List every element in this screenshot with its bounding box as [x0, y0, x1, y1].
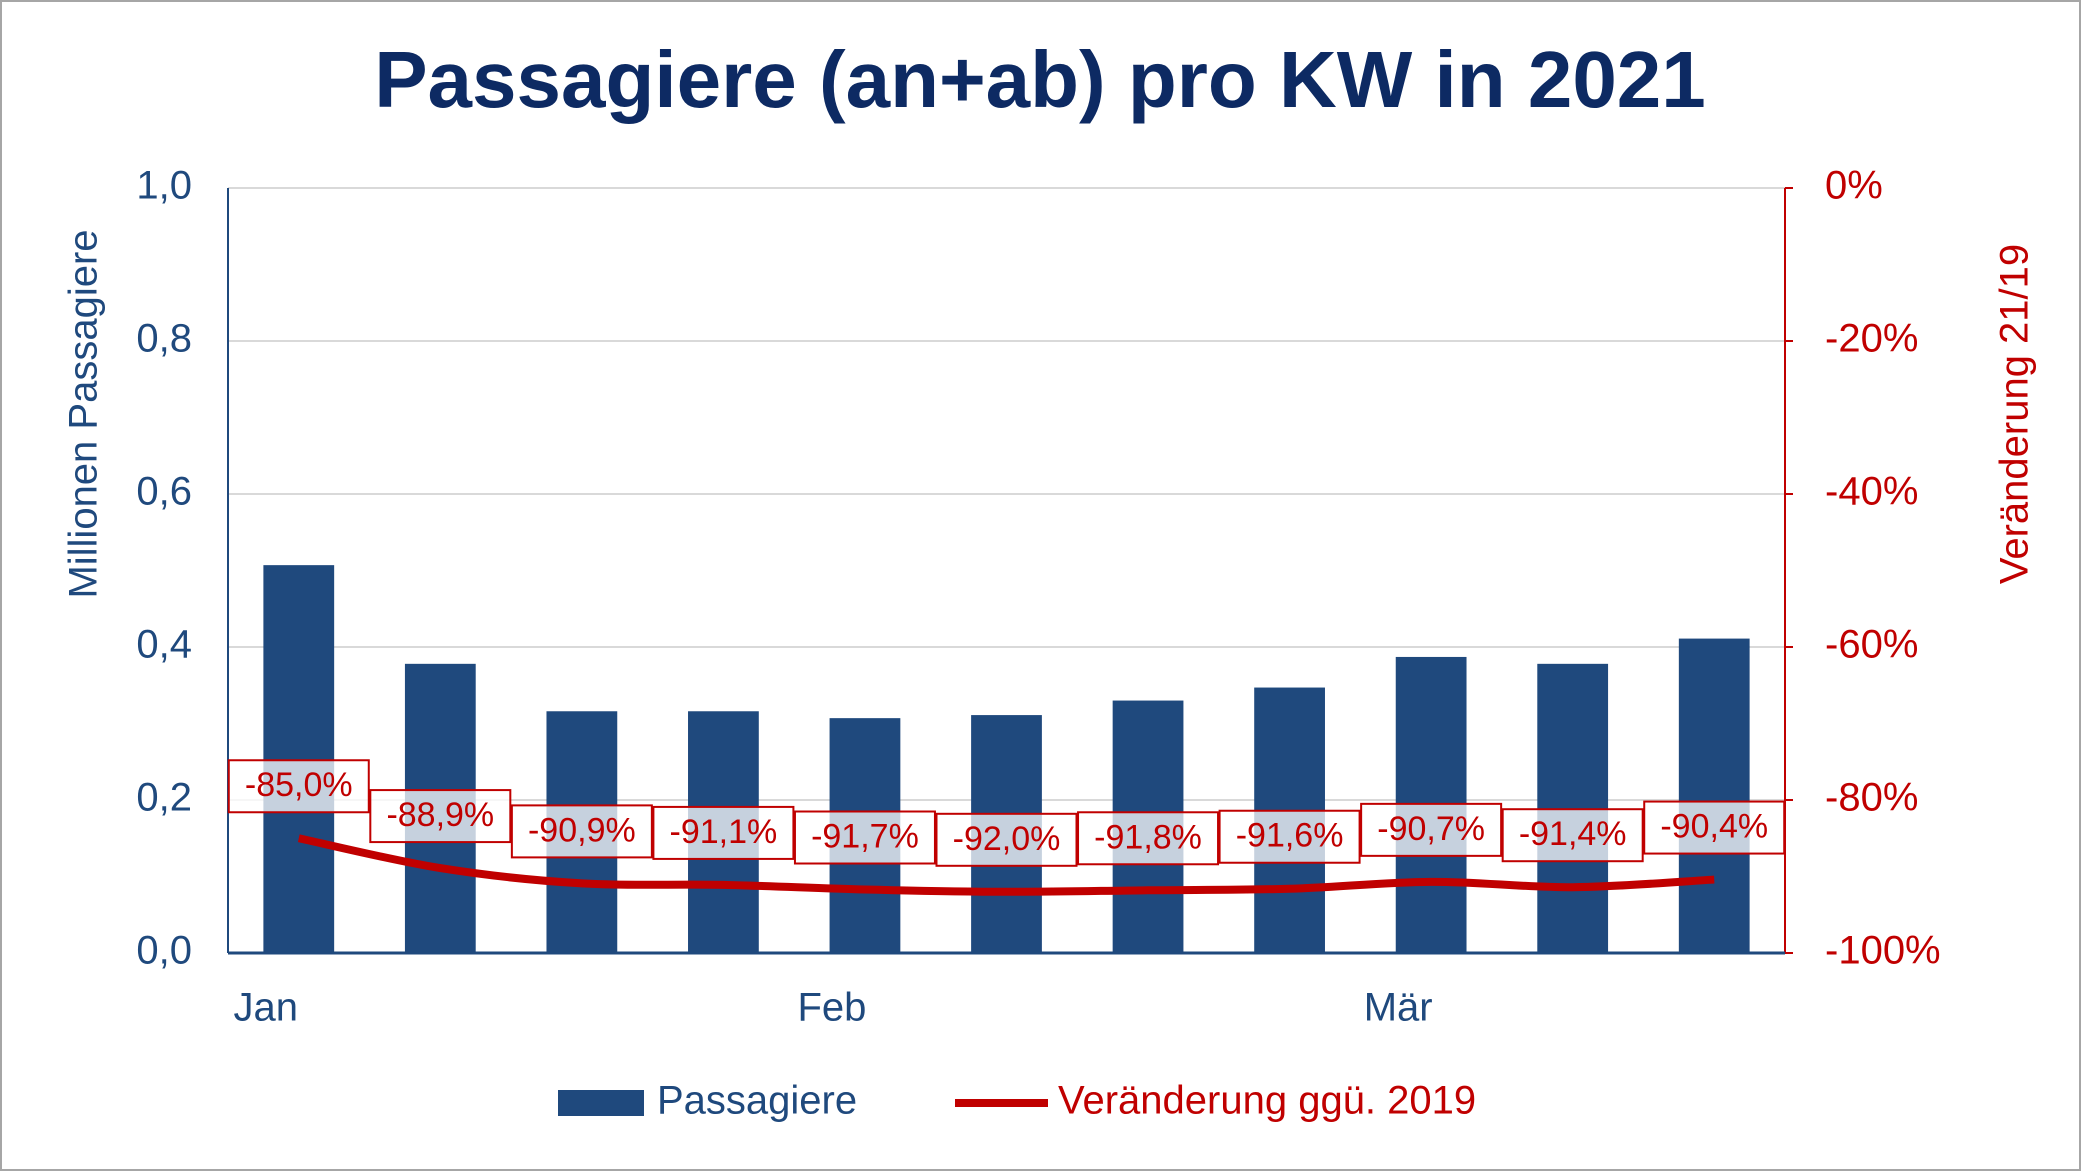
- y2-tick-label: -40%: [1825, 470, 1918, 514]
- data-label: -90,7%: [1377, 810, 1485, 848]
- data-label: -91,1%: [670, 813, 778, 851]
- y-tick-label: 0,4: [136, 623, 192, 667]
- data-label-box: [1501, 808, 1644, 863]
- chart-title: Passagiere (an+ab) pro KW in 2021: [374, 35, 1706, 124]
- data-label-box: [510, 804, 653, 859]
- data-label: -92,0%: [953, 820, 1061, 858]
- data-label: -88,9%: [386, 796, 494, 834]
- data-label-box: [1360, 802, 1503, 857]
- data-label-box: [1218, 809, 1361, 864]
- data-label: -90,4%: [1660, 808, 1768, 846]
- bar: [263, 565, 335, 953]
- y-axis-title: Millionen Passagiere: [62, 229, 106, 598]
- data-label: -85,0%: [245, 766, 353, 804]
- data-label-box: [227, 759, 370, 814]
- data-label-box: [793, 810, 936, 865]
- y2-axis-title: Veränderung 21/19: [1993, 244, 2037, 584]
- data-label: -90,9%: [528, 811, 636, 849]
- data-label-box: [1077, 811, 1220, 866]
- legend-label: Passagiere: [657, 1079, 857, 1123]
- data-label: -91,8%: [1094, 818, 1202, 856]
- data-label-box: [652, 805, 795, 860]
- y-tick-label: 1,0: [136, 164, 192, 208]
- data-label-box: [369, 789, 512, 844]
- y-tick-label: 0,8: [136, 317, 192, 361]
- x-tick-label: Mär: [1364, 986, 1433, 1030]
- line-series: [297, 834, 1715, 896]
- data-label: -91,4%: [1519, 815, 1627, 853]
- legend-label: Veränderung ggü. 2019: [1058, 1079, 1476, 1123]
- y2-tick-label: -100%: [1825, 929, 1941, 973]
- y-tick-label: 0,2: [136, 776, 192, 820]
- data-label-box: [935, 812, 1078, 867]
- y2-tick-label: -60%: [1825, 623, 1918, 667]
- bar: [1678, 638, 1750, 953]
- x-tick-label: Jan: [234, 986, 299, 1030]
- y2-tick-label: -80%: [1825, 776, 1918, 820]
- data-label: -91,7%: [811, 817, 919, 855]
- x-tick-label: Feb: [797, 986, 866, 1030]
- data-label-box: [1643, 800, 1786, 855]
- y2-tick-label: -20%: [1825, 317, 1918, 361]
- data-label: -91,6%: [1236, 817, 1344, 855]
- y-tick-label: 0,0: [136, 929, 192, 973]
- y2-tick-label: 0%: [1825, 164, 1883, 208]
- legend-swatch: [558, 1090, 644, 1116]
- y-tick-label: 0,6: [136, 470, 192, 514]
